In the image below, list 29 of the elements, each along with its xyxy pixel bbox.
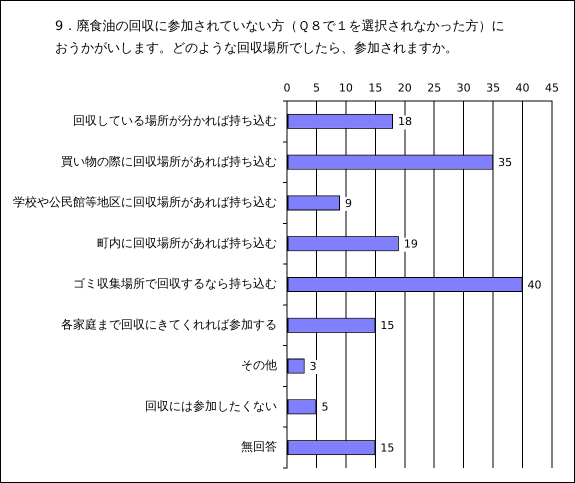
- x-tick-label: 0: [284, 81, 290, 94]
- x-tick-label: 25: [427, 81, 442, 94]
- data-label: 19: [404, 238, 418, 251]
- y-tick-label: ゴミ収集場所で回収するなら持ち込む: [73, 276, 277, 291]
- y-tick-label: その他: [241, 358, 277, 372]
- data-label: 15: [380, 441, 394, 454]
- x-tick-label: 40: [516, 81, 530, 94]
- x-tick-label: 10: [338, 81, 353, 94]
- x-tick-label: 30: [456, 81, 471, 94]
- y-tick-label: 買い物の際に回収場所があれば持ち込む: [61, 154, 277, 168]
- x-tick-label: 15: [368, 81, 382, 94]
- data-label: 18: [398, 115, 412, 128]
- y-tick-label: 回収には参加したくない: [145, 398, 277, 413]
- y-tick-label: 町内に回収場所があれば持ち込む: [97, 236, 277, 250]
- data-label: 5: [321, 400, 328, 414]
- y-tick-label: 無回答: [241, 440, 277, 454]
- x-tick-label: 20: [398, 81, 412, 94]
- data-label: 3: [310, 360, 317, 373]
- data-label: 40: [528, 278, 542, 292]
- y-tick-label: 学校や公民館等地区に回収場所があれば持ち込む: [13, 195, 277, 210]
- chart-title: 9．廃食油の回収に参加されていない方（Ｑ８で１を選択されなかった方）におうかがいします。どのような回収場所でしたら、参加されますか。: [55, 18, 506, 58]
- x-tick-label: 5: [312, 81, 320, 94]
- x-tick-label: 35: [486, 81, 500, 94]
- y-tick-label: 回収している場所が分かれば持ち込む: [73, 114, 277, 128]
- data-label: 15: [380, 319, 394, 332]
- data-label: 9: [345, 196, 352, 210]
- x-tick-label: 45: [545, 81, 559, 94]
- data-label: 35: [498, 156, 512, 170]
- y-tick-label: 各家庭まで回収にきてくれれば参加する: [61, 317, 277, 332]
